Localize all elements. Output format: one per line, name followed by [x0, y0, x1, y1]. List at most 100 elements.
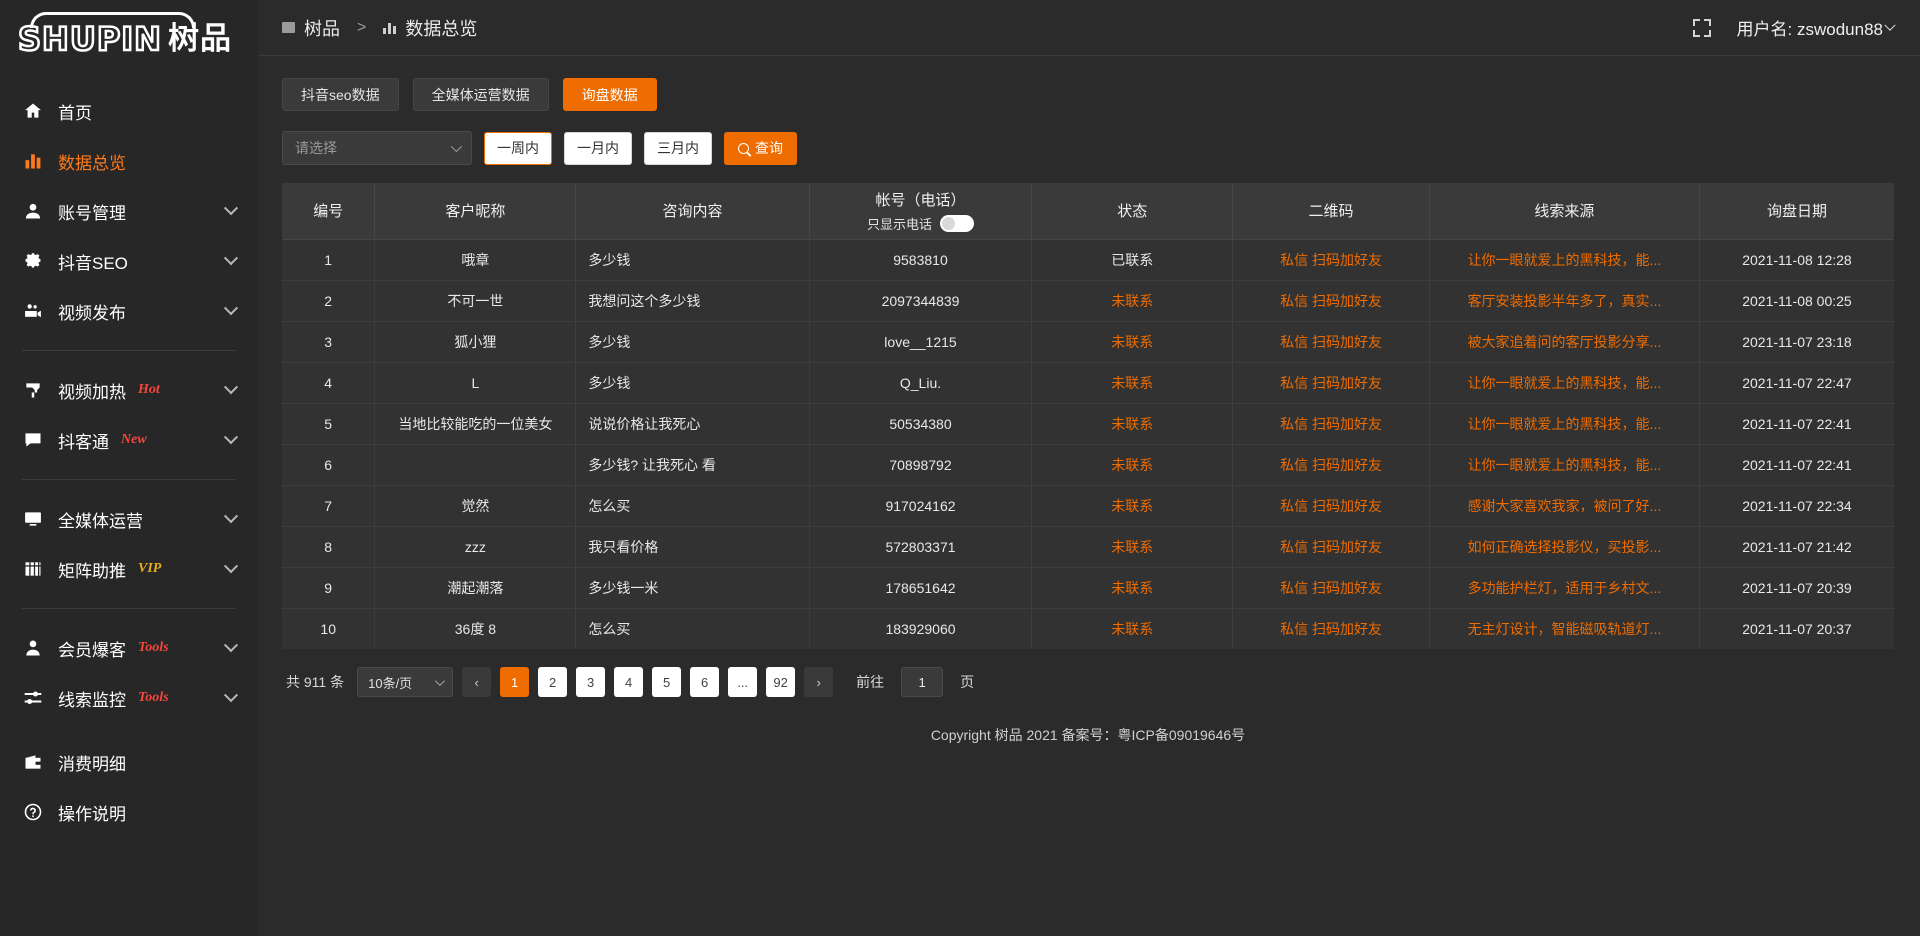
cell-qrcode[interactable]: 私信 扫码加好友 [1232, 444, 1430, 486]
page-button-4[interactable]: 4 [614, 667, 644, 697]
range-button-three-months[interactable]: 三月内 [644, 131, 712, 165]
col-header-content: 咨询内容 [575, 183, 810, 240]
sidebar: SHUPIN 树品 首页 数据总览 账号管理 [0, 0, 258, 936]
cell-source[interactable]: 如何正确选择投影仪，买投影... [1429, 526, 1700, 568]
qrcode-link[interactable]: 私信 扫码加好友 [1280, 415, 1382, 432]
cell-source[interactable]: 让你一眼就爱上的黑科技，能... [1429, 444, 1700, 486]
page-button-3[interactable]: 3 [576, 667, 606, 697]
bar-chart-icon [383, 21, 397, 34]
qrcode-link[interactable]: 私信 扫码加好友 [1280, 497, 1382, 514]
page-button-5[interactable]: 5 [652, 667, 682, 697]
sidebar-item-consumption-detail[interactable]: 消费明细 [0, 737, 258, 787]
cell-qrcode[interactable]: 私信 扫码加好友 [1232, 280, 1430, 322]
page-button-6[interactable]: 6 [690, 667, 720, 697]
user-menu[interactable]: 用户名: zswodun88 [1737, 15, 1896, 40]
table-row: 8 zzz 我只看价格 572803371 未联系 私信 扫码加好友 如何正确选择投影仪，买… [282, 526, 1894, 568]
sidebar-item-data-overview[interactable]: 数据总览 [0, 136, 258, 186]
source-link[interactable]: 感谢大家喜欢我家，被问了好... [1467, 497, 1662, 514]
tab-douyin-seo-data[interactable]: 抖音seo数据 [282, 78, 399, 111]
select-input[interactable]: 请选择 [282, 131, 472, 165]
qrcode-link[interactable]: 私信 扫码加好友 [1280, 579, 1382, 596]
sidebar-item-home[interactable]: 首页 [0, 86, 258, 136]
goto-page-input[interactable] [901, 667, 944, 697]
qrcode-link[interactable]: 私信 扫码加好友 [1280, 620, 1382, 637]
cell-id: 5 [282, 403, 376, 445]
search-button[interactable]: 查询 [724, 131, 797, 165]
qrcode-link[interactable]: 私信 扫码加好友 [1280, 456, 1382, 473]
cell-content: 说说价格让我死心 [575, 403, 810, 445]
total-count-label: 共 911 条 [286, 674, 345, 690]
phone-only-toggle[interactable] [940, 214, 974, 232]
source-link[interactable]: 让你一眼就爱上的黑科技，能... [1467, 456, 1662, 473]
prev-page-button[interactable]: ‹ [462, 667, 492, 697]
cell-qrcode[interactable]: 私信 扫码加好友 [1232, 485, 1430, 527]
sidebar-item-badge: VIP [138, 561, 162, 576]
cell-qrcode[interactable]: 私信 扫码加好友 [1232, 526, 1430, 568]
sidebar-item-omnimedia-ops[interactable]: 全媒体运营 [0, 494, 258, 544]
source-link[interactable]: 无主灯设计，智能磁吸轨道灯... [1467, 620, 1662, 637]
cell-qrcode[interactable]: 私信 扫码加好友 [1232, 239, 1430, 281]
qrcode-link[interactable]: 私信 扫码加好友 [1280, 374, 1382, 391]
sidebar-item-label: 首页 [58, 103, 92, 123]
cell-status: 未联系 [1031, 485, 1234, 527]
cell-source[interactable]: 让你一眼就爱上的黑科技，能... [1429, 403, 1700, 445]
cell-qrcode[interactable]: 私信 扫码加好友 [1232, 321, 1430, 363]
sidebar-item-matrix-boost[interactable]: 矩阵助推 VIP [0, 544, 258, 594]
page-button-last[interactable]: 92 [766, 667, 796, 697]
cell-source[interactable]: 多功能护栏灯，适用于乡村文... [1429, 567, 1700, 609]
cell-date: 2021-11-07 22:41 [1699, 403, 1894, 445]
cell-qrcode[interactable]: 私信 扫码加好友 [1232, 362, 1430, 404]
cell-source[interactable]: 无主灯设计，智能磁吸轨道灯... [1429, 608, 1700, 649]
table-row: 1 哦章 多少钱 9583810 已联系 私信 扫码加好友 让你一眼就爱上的黑科技，能...… [282, 239, 1894, 281]
source-link[interactable]: 多功能护栏灯，适用于乡村文... [1467, 579, 1662, 596]
search-icon [738, 142, 749, 154]
source-link[interactable]: 让你一眼就爱上的黑科技，能... [1467, 251, 1662, 268]
sidebar-item-instructions[interactable]: 操作说明 [0, 787, 258, 837]
range-button-one-week[interactable]: 一周内 [484, 131, 552, 165]
qrcode-link[interactable]: 私信 扫码加好友 [1280, 251, 1382, 268]
qrcode-link[interactable]: 私信 扫码加好友 [1280, 292, 1382, 309]
cell-source[interactable]: 被大家追着问的客厅投影分享... [1429, 321, 1700, 363]
sidebar-item-lead-monitor[interactable]: 线索监控 Tools [0, 673, 258, 723]
source-link[interactable]: 客厅安装投影半年多了，真实... [1467, 292, 1662, 309]
cell-qrcode[interactable]: 私信 扫码加好友 [1232, 567, 1430, 609]
sidebar-item-douyin-seo[interactable]: 抖音SEO [0, 236, 258, 286]
cell-source[interactable]: 客厅安装投影半年多了，真实... [1429, 280, 1700, 322]
tab-omnimedia-ops-data[interactable]: 全媒体运营数据 [412, 78, 549, 111]
tab-inquiry-data[interactable]: 询盘数据 [562, 78, 657, 111]
page-ellipsis[interactable]: ... [728, 667, 758, 697]
gear-icon [22, 250, 44, 272]
brand-logo[interactable]: SHUPIN 树品 [0, 0, 258, 68]
cell-source[interactable]: 让你一眼就爱上的黑科技，能... [1429, 362, 1700, 404]
page-button-2[interactable]: 2 [538, 667, 568, 697]
sidebar-item-label: 矩阵助推 [58, 561, 126, 581]
sidebar-item-video-boost[interactable]: 视频加热 Hot [0, 365, 258, 415]
next-page-button[interactable]: › [804, 667, 834, 697]
cell-source[interactable]: 让你一眼就爱上的黑科技，能... [1429, 239, 1700, 281]
range-button-one-month[interactable]: 一月内 [564, 131, 632, 165]
cell-qrcode[interactable]: 私信 扫码加好友 [1232, 608, 1430, 649]
cell-source[interactable]: 感谢大家喜欢我家，被问了好... [1429, 485, 1700, 527]
page-button-1[interactable]: 1 [500, 667, 530, 697]
breadcrumb-root[interactable]: 树品 [304, 18, 340, 39]
cell-account: 9583810 [809, 239, 1033, 281]
source-link[interactable]: 如何正确选择投影仪，买投影... [1467, 538, 1662, 555]
cell-id: 1 [282, 239, 376, 281]
sidebar-item-douketong[interactable]: 抖客通 New [0, 415, 258, 465]
page-size-select[interactable]: 10条/页 [357, 667, 454, 697]
qrcode-link[interactable]: 私信 扫码加好友 [1280, 333, 1382, 350]
source-link[interactable]: 被大家追着问的客厅投影分享... [1467, 333, 1662, 350]
sidebar-item-member-leads[interactable]: 会员爆客 Tools [0, 623, 258, 673]
cell-qrcode[interactable]: 私信 扫码加好友 [1232, 403, 1430, 445]
source-link[interactable]: 让你一眼就爱上的黑科技，能... [1467, 415, 1662, 432]
sidebar-item-account-management[interactable]: 账号管理 [0, 186, 258, 236]
fullscreen-icon[interactable] [1692, 18, 1711, 37]
cell-date: 2021-11-07 21:42 [1699, 526, 1894, 568]
breadcrumb-current[interactable]: 数据总览 [405, 18, 478, 39]
sidebar-item-video-publish[interactable]: 视频发布 [0, 286, 258, 336]
source-link[interactable]: 让你一眼就爱上的黑科技，能... [1467, 374, 1662, 391]
cell-id: 4 [282, 362, 376, 404]
qrcode-link[interactable]: 私信 扫码加好友 [1280, 538, 1382, 555]
status-badge: 未联系 [1111, 538, 1154, 555]
